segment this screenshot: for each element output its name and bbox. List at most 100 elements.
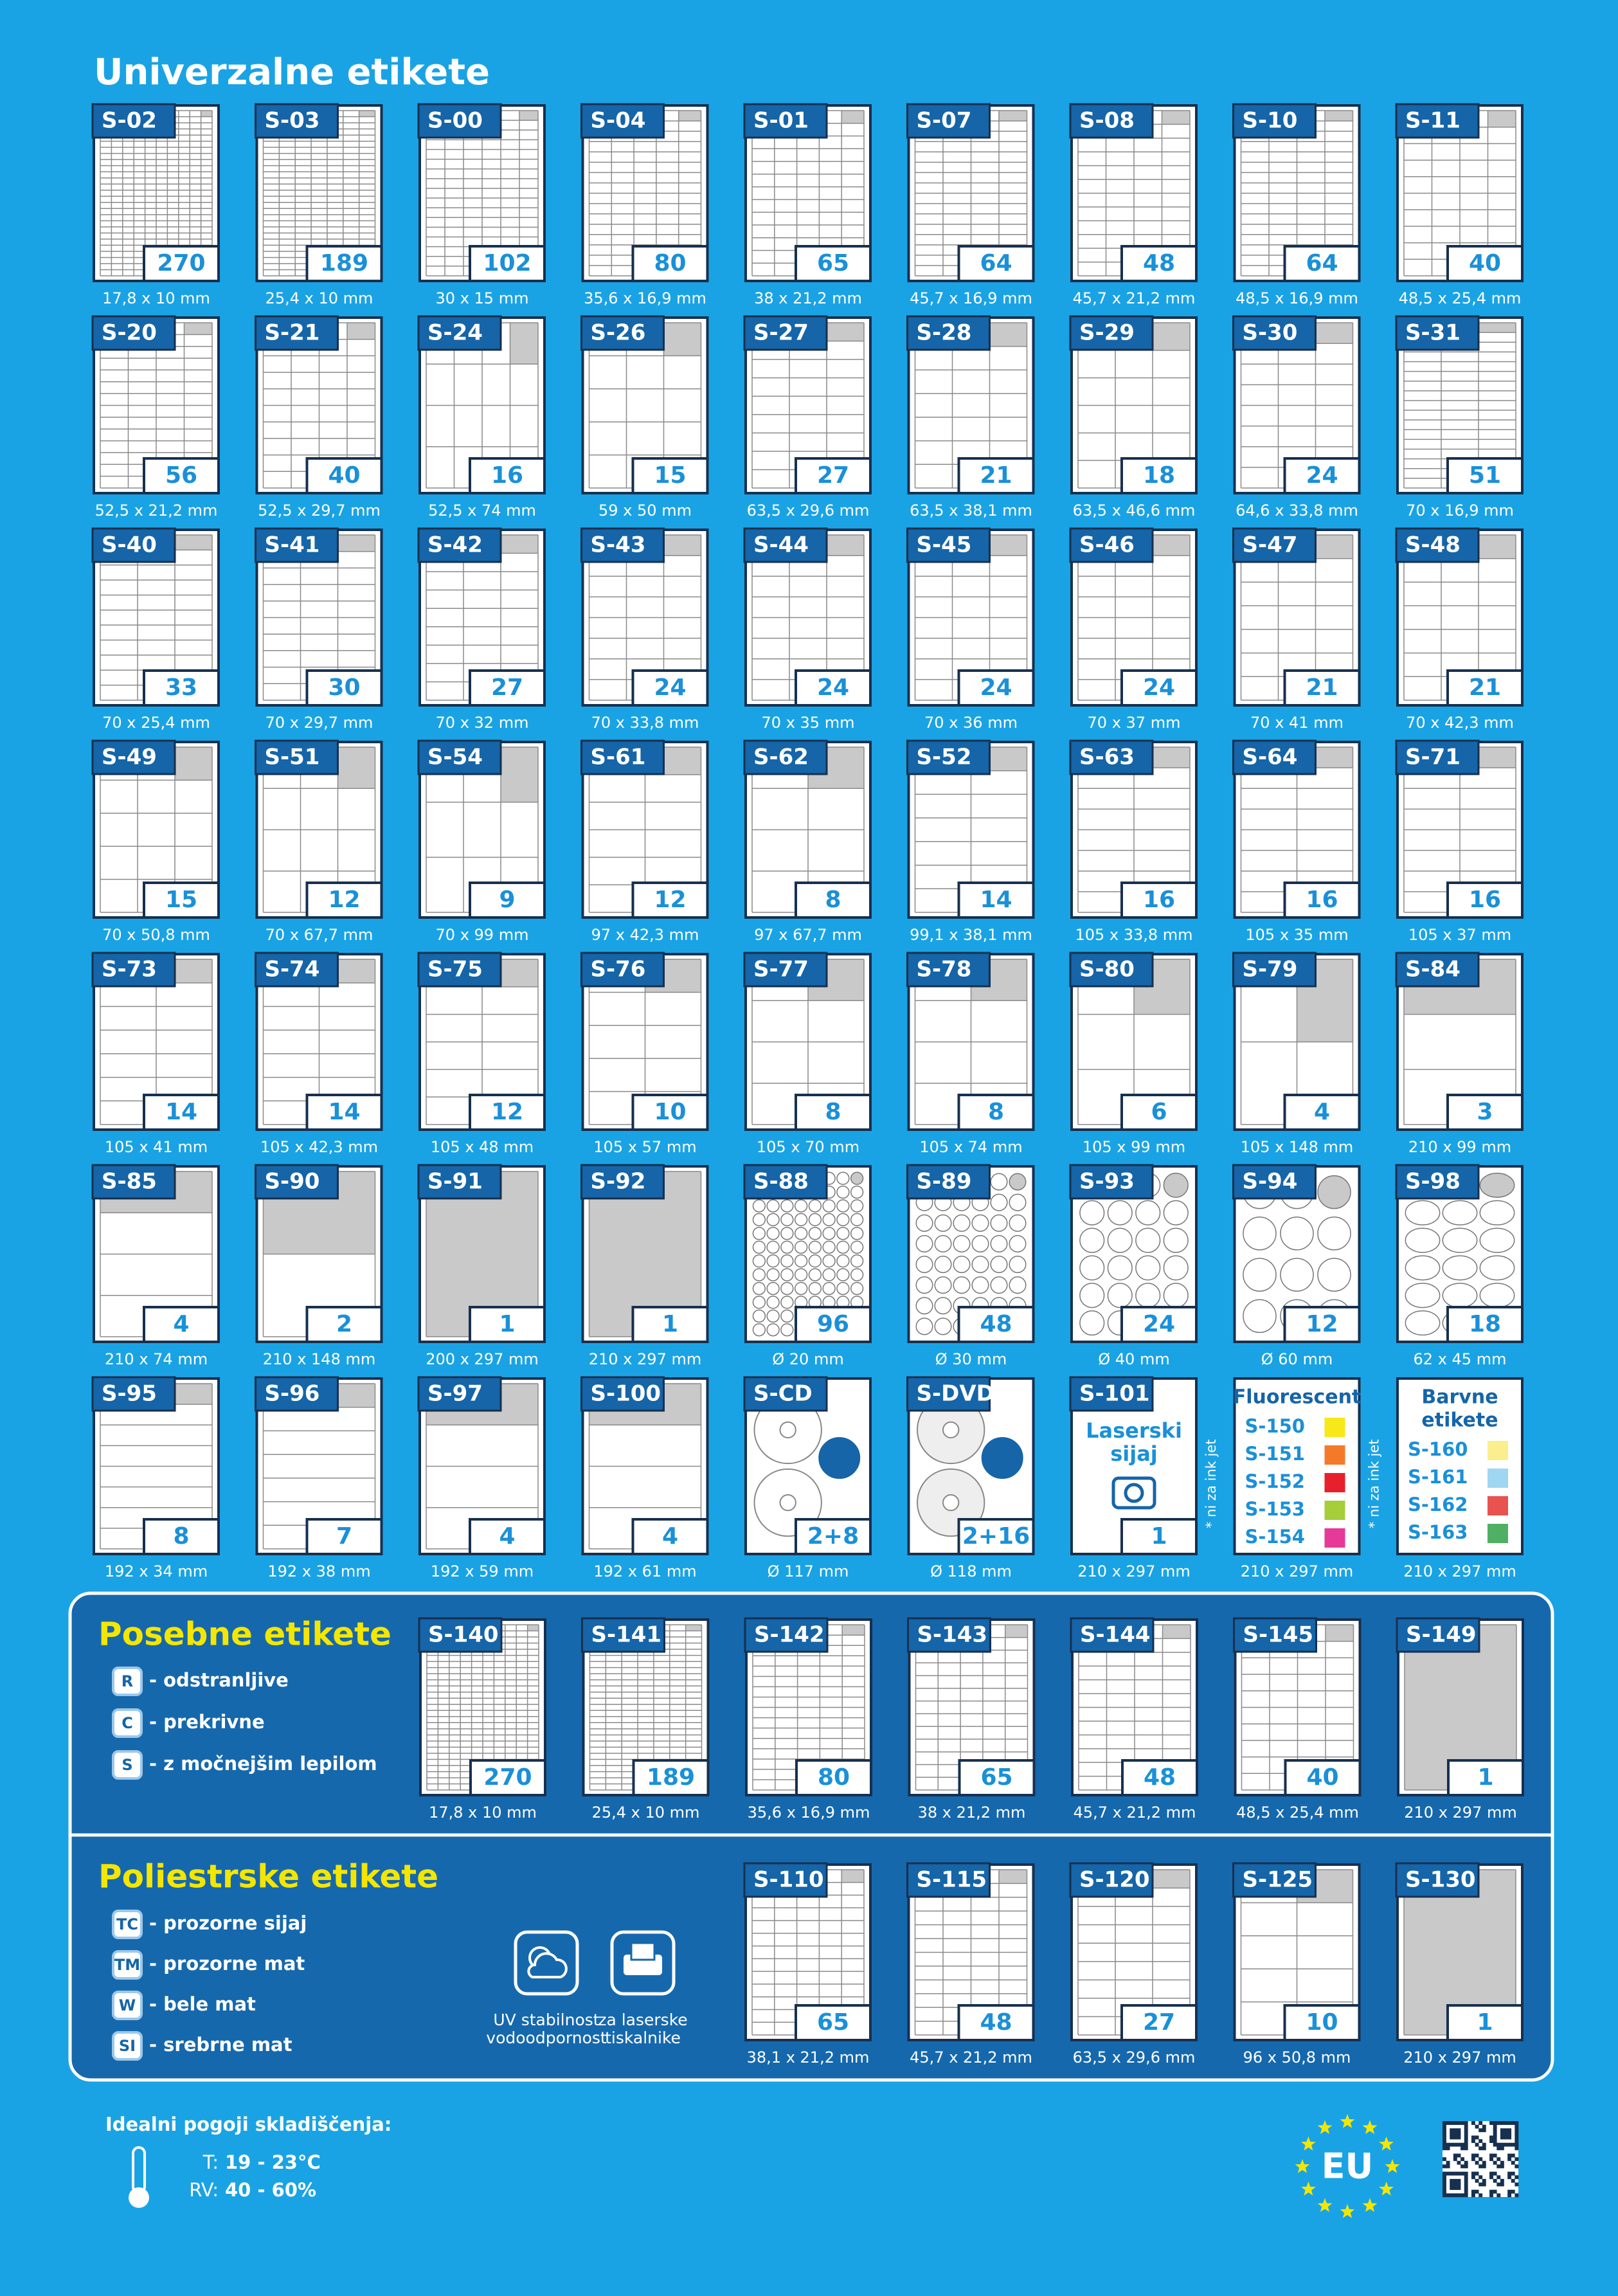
label-count: 102: [483, 250, 531, 276]
qr-module: [1450, 2128, 1454, 2133]
card-note: * ni za ink jet: [1203, 1440, 1219, 1529]
sheet-circle: [794, 1213, 808, 1227]
sheet-circle: [780, 1296, 794, 1309]
qr-module: [1450, 2171, 1454, 2176]
code-tab: [1232, 1164, 1317, 1200]
product-code: S-94: [1243, 1169, 1298, 1195]
qr-module: [1497, 2175, 1501, 2180]
qr-module: [1443, 2186, 1446, 2191]
label-count: 96: [817, 1311, 849, 1337]
code-tab: [1395, 739, 1480, 775]
sheet-shade: [827, 535, 864, 556]
sheet-circle: [1317, 1216, 1351, 1251]
sheet-circle: [990, 1234, 1008, 1252]
product-code: S-02: [102, 108, 157, 134]
label-count: 80: [818, 1764, 850, 1791]
sheet-circle: [1009, 1173, 1027, 1191]
count-box: [957, 2004, 1035, 2041]
sheet-circle: [836, 1171, 850, 1185]
label-size: 52,5 x 74 mm: [428, 502, 536, 520]
qr-module: [1497, 2157, 1501, 2162]
sheet-circle: [808, 1281, 822, 1296]
code-tab: [91, 103, 176, 139]
sheet-circle: [808, 1227, 822, 1240]
label-count: 10: [654, 1099, 686, 1125]
qr-module: [1511, 2153, 1515, 2158]
qr-module: [1457, 2153, 1461, 2158]
label-size: 70 x 32 mm: [436, 714, 529, 732]
code-tab: [1396, 1617, 1480, 1653]
label-count: 21: [980, 462, 1012, 489]
sheet-shade: [989, 323, 1027, 347]
sheet-circle: [780, 1281, 794, 1296]
legend-key-box: [112, 1991, 143, 2020]
qr-module: [1500, 2160, 1504, 2165]
count-box: [1120, 1518, 1198, 1555]
count-box: [469, 1094, 546, 1131]
count-box: [957, 1518, 1035, 1555]
legend-key-box: [112, 1950, 143, 1980]
sheet-circle: [1107, 1200, 1133, 1225]
label-size: 52,5 x 21,2 mm: [95, 502, 218, 520]
count-box: [1120, 2004, 1198, 2041]
label-size: 45,7 x 21,2 mm: [1074, 1803, 1196, 1821]
sheet-circle: [752, 1227, 766, 1240]
qr-module: [1475, 2142, 1479, 2147]
count-box: [469, 1759, 546, 1796]
qr-module: [1475, 2171, 1479, 2176]
qr-module: [1461, 2171, 1465, 2176]
qr-module: [1479, 2175, 1483, 2180]
qr-module: [1489, 2171, 1493, 2176]
sheet-circle: [1280, 1258, 1314, 1292]
product-code: S-149: [1406, 1622, 1477, 1648]
label-size: Ø 20 mm: [772, 1350, 843, 1368]
label-size: 105 x 148 mm: [1241, 1138, 1353, 1156]
qr-module: [1461, 2157, 1465, 2162]
label-size: 105 x 33,8 mm: [1075, 926, 1192, 944]
product-code: S-98: [1405, 1169, 1461, 1195]
thermometer-bulb: [129, 2187, 149, 2208]
qr-module: [1500, 2131, 1504, 2136]
sheet-shade: [527, 1625, 539, 1631]
sheet-circle: [752, 1240, 766, 1254]
color-swatch: [1324, 1445, 1345, 1465]
product-code: S-95: [102, 1381, 157, 1407]
code-tab: [906, 739, 991, 775]
code-tab: [255, 103, 339, 139]
sheet-circle: [794, 1240, 808, 1254]
qr-module: [1457, 2121, 1461, 2125]
product-code: S-51: [265, 745, 320, 770]
product-code: S-61: [591, 745, 646, 770]
count-box: [631, 1518, 709, 1555]
product-code: S-45: [917, 532, 972, 558]
code-tab: [743, 1164, 828, 1200]
sheet-circle: [780, 1309, 794, 1323]
sheet-oval: [1479, 1172, 1515, 1198]
product-code: S-144: [1080, 1622, 1151, 1648]
qr-module: [1461, 2121, 1465, 2125]
sheet-oval: [1442, 1200, 1478, 1225]
label-size: 105 x 57 mm: [593, 1138, 696, 1156]
qr-module: [1453, 2131, 1457, 2136]
qr-module: [1489, 2135, 1493, 2140]
label-count: 1: [1477, 1764, 1493, 1791]
count-box: [795, 457, 872, 494]
count-box: [795, 1759, 872, 1796]
label-size: 70 x 35 mm: [762, 714, 855, 732]
sheet-circle: [1079, 1283, 1105, 1308]
qr-module: [1511, 2178, 1515, 2183]
product-code: S-21: [265, 320, 320, 346]
label-count: 7: [336, 1523, 352, 1550]
qr-module: [1511, 2189, 1515, 2194]
eu-star: [1362, 2198, 1378, 2212]
product-code: S-92: [591, 1169, 646, 1195]
qr-module: [1507, 2121, 1512, 2125]
sheet-circle: [808, 1199, 822, 1213]
sheet-circle: [971, 1256, 989, 1274]
sheet-circle: [953, 1256, 971, 1274]
qr-module: [1507, 2135, 1512, 2140]
label-count: 10: [1306, 2009, 1338, 2036]
code-tab: [1395, 952, 1480, 988]
code-tab: [255, 952, 339, 988]
label-size: 48,5 x 25,4 mm: [1399, 289, 1522, 307]
